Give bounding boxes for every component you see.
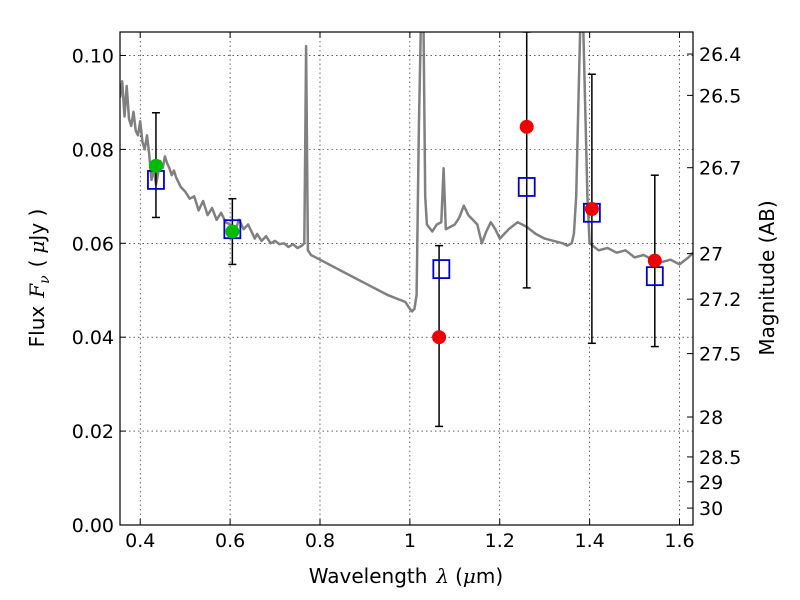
x-tick-label: 1 xyxy=(404,530,416,552)
model-point-square xyxy=(432,259,451,280)
y-tick-label: 0.02 xyxy=(72,421,114,443)
model-spectrum-line xyxy=(120,32,693,313)
y-axis-label: FluxFν(μJy ) xyxy=(25,209,53,348)
observed-point xyxy=(519,119,534,134)
x-tick-label: 1.2 xyxy=(485,530,515,552)
y2-tick-label: 29 xyxy=(699,472,723,494)
observed-point xyxy=(647,253,662,268)
y2-axis-label: Magnitude (AB) xyxy=(755,200,779,355)
observed-point xyxy=(225,224,240,239)
x-tick-label: 0.8 xyxy=(305,530,335,552)
plot-area xyxy=(120,32,693,428)
y2-tick-label: 27.2 xyxy=(699,289,741,311)
x-tick-label: 0.6 xyxy=(215,530,245,552)
y2-tick-label: 28.5 xyxy=(699,447,741,469)
x-axis-label: Wavelength λ (μm) xyxy=(309,564,503,588)
y-tick-label: 0.00 xyxy=(72,515,114,537)
y2-tick-label: 27 xyxy=(699,244,723,266)
grid xyxy=(120,32,693,526)
y-tick-label: 0.04 xyxy=(72,327,114,349)
observed-point xyxy=(432,330,447,345)
y2-tick-label: 26.5 xyxy=(699,85,741,107)
y2-tick-label: 30 xyxy=(699,498,723,520)
y2-tick-label: 28 xyxy=(699,407,723,429)
axes: 0.4 0.6 0.8 1 1.2 1.4 1.6 0.00 0.02 0.04 0.06 0.08 0… xyxy=(72,32,741,552)
x-tick-label: 1.4 xyxy=(575,530,605,552)
y2-tick-label: 26.7 xyxy=(699,158,741,180)
observed-point xyxy=(584,202,599,217)
observed-point xyxy=(148,158,163,173)
y-tick-label: 0.08 xyxy=(72,139,114,161)
y2-tick-label: 26.4 xyxy=(699,44,741,66)
y-tick-label: 0.06 xyxy=(72,233,114,255)
plot-frame xyxy=(119,31,694,526)
x-tick-label: 1.6 xyxy=(664,530,694,552)
y-tick-label: 0.10 xyxy=(72,45,114,67)
model-point-square xyxy=(517,177,536,197)
x-tick-label: 0.4 xyxy=(125,530,155,552)
y2-tick-label: 27.5 xyxy=(699,344,741,366)
